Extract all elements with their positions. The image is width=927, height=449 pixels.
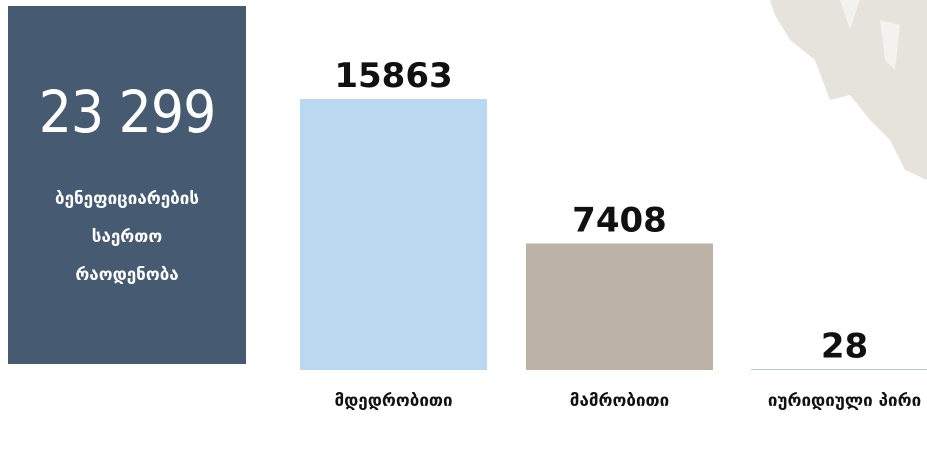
value-label: 15863 [334,56,452,96]
category-label: მდედრობითი [334,391,453,411]
summary-box: 23 299 ბენეფიციარების საერთო რაოდენობა [8,6,246,364]
total: 23 299 [38,78,217,146]
category-label: მამრობითი [569,391,670,411]
category-label: იურიდიული პირი [767,391,922,411]
value-label: 7408 [572,200,667,240]
bar [300,99,487,370]
caption: ბენეფიციარების საერთო რაოდენობა [55,189,199,285]
value-label: 28 [821,327,868,367]
bar [526,243,713,370]
texture [770,0,927,180]
